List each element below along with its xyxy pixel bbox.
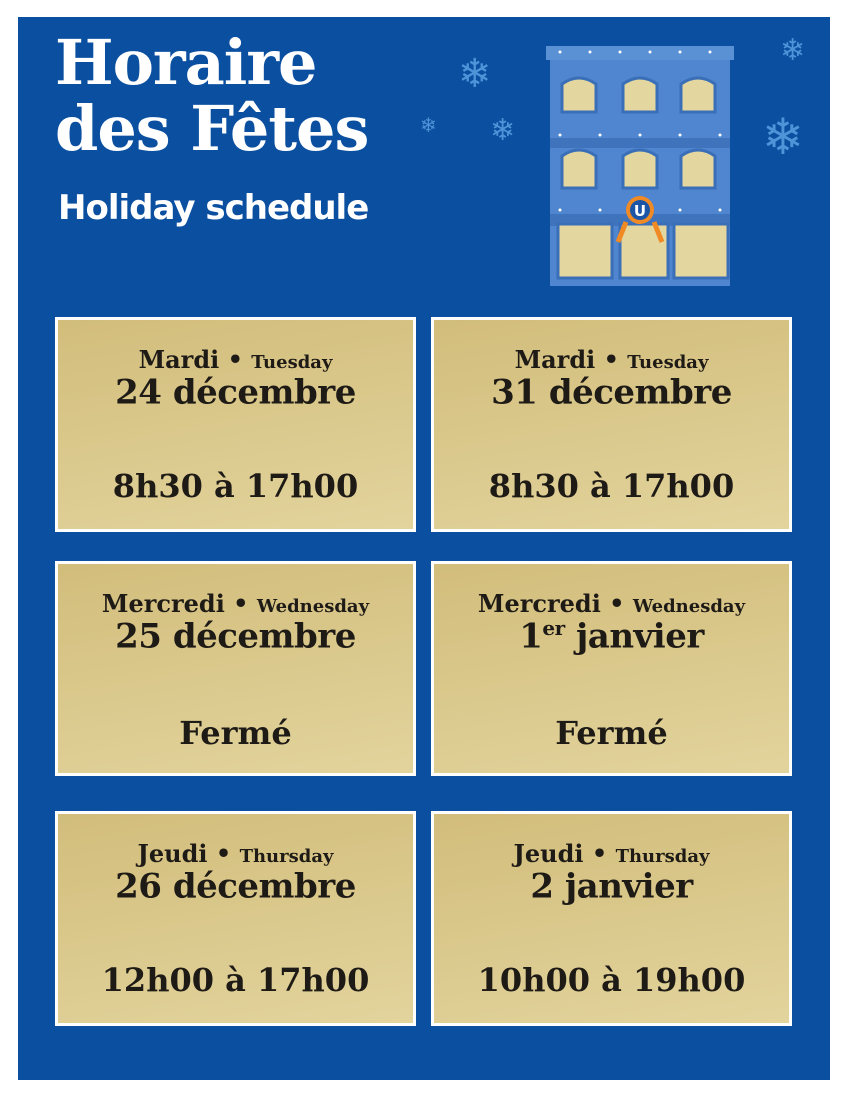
day-fr: Jeudi <box>137 839 208 868</box>
date: 2 janvier <box>530 866 693 907</box>
snowflake-icon: ❄ <box>458 51 492 97</box>
date: 26 décembre <box>115 866 356 907</box>
page-subtitle: Holiday schedule <box>58 188 369 228</box>
svg-text:U: U <box>634 202 646 220</box>
date: 31 décembre <box>491 372 732 413</box>
day-en: Tuesday <box>627 352 709 373</box>
day-en: Thursday <box>615 846 710 867</box>
snowflake-icon: ❄ <box>420 113 437 137</box>
hours: Fermé <box>555 714 668 752</box>
day-en: Thursday <box>239 846 334 867</box>
schedule-card: Mercredi • Wednesday 1er janvier Fermé <box>431 561 792 776</box>
day-en: Tuesday <box>251 352 333 373</box>
date: 25 décembre <box>115 616 356 657</box>
snowflake-icon: ❄ <box>780 33 806 68</box>
hours: 8h30 à 17h00 <box>488 467 735 505</box>
day-fr: Jeudi <box>513 839 584 868</box>
schedule-card: Mardi • Tuesday 31 décembre 8h30 à 17h00 <box>431 317 792 532</box>
title-line-2: des Fêtes <box>55 92 369 165</box>
schedule-card: Jeudi • Thursday 26 décembre 12h00 à 17h… <box>55 811 416 1026</box>
snowflake-icon: ❄ <box>762 108 804 166</box>
day-fr: Mercredi <box>101 589 225 618</box>
schedule-card: Jeudi • Thursday 2 janvier 10h00 à 19h00 <box>431 811 792 1026</box>
day-fr: Mercredi <box>477 589 601 618</box>
hours: 12h00 à 17h00 <box>101 961 370 999</box>
day-fr: Mardi <box>138 345 220 374</box>
day-fr: Mardi <box>514 345 596 374</box>
schedule-card: Mercredi • Wednesday 25 décembre Fermé <box>55 561 416 776</box>
day-en: Wednesday <box>632 596 746 617</box>
schedule-card: Mardi • Tuesday 24 décembre 8h30 à 17h00 <box>55 317 416 532</box>
hours: 10h00 à 19h00 <box>477 961 746 999</box>
snowflake-icon: ❄ <box>490 113 516 148</box>
page-title: Horaire des Fêtes <box>55 30 369 165</box>
title-line-1: Horaire <box>55 26 317 99</box>
hours: Fermé <box>179 714 292 752</box>
date: 1er janvier <box>519 616 704 657</box>
building-illustration: U <box>546 46 734 286</box>
hours: 8h30 à 17h00 <box>112 467 359 505</box>
date: 24 décembre <box>115 372 356 413</box>
day-en: Wednesday <box>256 596 370 617</box>
store-logo: U <box>626 196 654 224</box>
